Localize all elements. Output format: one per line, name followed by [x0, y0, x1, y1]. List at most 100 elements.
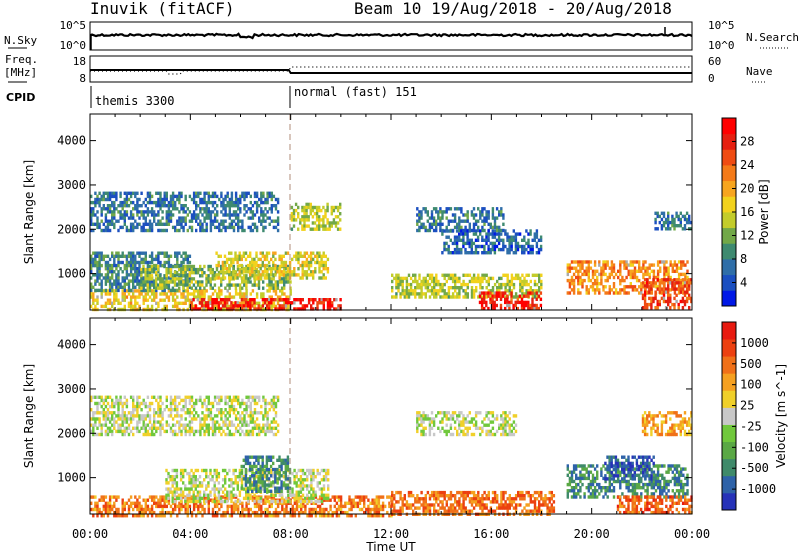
heatmap-cell [260, 510, 263, 515]
heatmap-cell [144, 298, 147, 302]
heatmap-cell [291, 495, 294, 499]
heatmap-cell [104, 228, 108, 233]
heatmap-cell [148, 277, 151, 281]
freq-trace [90, 69, 692, 74]
heatmap-cell [241, 510, 244, 515]
heatmap-cell [100, 219, 103, 223]
heatmap-cell [111, 495, 114, 499]
heatmap-cell [299, 301, 302, 305]
heatmap-cell [220, 228, 223, 233]
heatmap-cell [192, 490, 195, 494]
heatmap-cell [348, 498, 351, 502]
heatmap-cell [310, 475, 313, 479]
heatmap-cell [598, 282, 601, 286]
heatmap-cell [251, 487, 254, 491]
heatmap-cell [173, 475, 176, 479]
heatmap-cell [426, 228, 429, 233]
heatmap-cell [134, 219, 137, 223]
heatmap-cell [228, 267, 231, 271]
heatmap-cell [276, 228, 280, 233]
heatmap-cell [251, 260, 254, 265]
heatmap-cell [174, 204, 177, 208]
heatmap-cell [487, 229, 490, 233]
heatmap-cell [221, 499, 225, 504]
heatmap-cell [301, 307, 304, 311]
heatmap-cell [104, 273, 108, 277]
heatmap-cell [292, 224, 296, 228]
heatmap-cell [253, 280, 256, 284]
heatmap-cell [134, 501, 137, 505]
heatmap-cell [188, 254, 192, 258]
heatmap-cell [281, 292, 284, 296]
heatmap-cell [232, 264, 235, 269]
heatmap-cell [485, 232, 488, 236]
heatmap-cell [129, 263, 133, 268]
heatmap-cell [323, 514, 326, 518]
heatmap-cell [432, 222, 436, 226]
heatmap-cell [102, 197, 105, 202]
heatmap-cell [310, 307, 313, 311]
heatmap-cell [299, 499, 303, 504]
heatmap-cell [253, 194, 257, 199]
heatmap-cell [274, 204, 278, 208]
heatmap-cell [113, 504, 116, 509]
heatmap-cell [367, 504, 370, 509]
heatmap-cell [178, 219, 181, 223]
heatmap-cell [315, 224, 319, 228]
heatmap-cell [310, 468, 313, 473]
heatmap-cell [138, 270, 141, 274]
heatmap-cell [215, 475, 218, 479]
heatmap-cell [167, 289, 171, 293]
heatmap-cell [276, 286, 280, 290]
heatmap-cell [230, 263, 233, 268]
heatmap-cell [642, 275, 645, 280]
nsearch-tick-high: 10^5 [708, 19, 735, 32]
heatmap-cell [197, 507, 200, 512]
heatmap-cell [495, 297, 498, 301]
heatmap-cell [142, 295, 145, 299]
heatmap-cell [629, 285, 632, 289]
heatmap-cell [493, 251, 497, 255]
heatmap-cell [510, 289, 514, 293]
heatmap-cell [441, 273, 444, 277]
heatmap-cell [344, 510, 347, 515]
heatmap-cell [350, 507, 353, 512]
heatmap-cell [523, 244, 526, 249]
heatmap-cell [239, 197, 242, 202]
heatmap-cell [245, 295, 248, 299]
heatmap-cell [209, 301, 212, 305]
heatmap-cell [157, 504, 160, 509]
heatmap-cell [512, 295, 516, 299]
heatmap-cell [579, 275, 582, 280]
heatmap-cell [226, 495, 229, 499]
heatmap-cell [165, 510, 168, 515]
heatmap-cell [104, 191, 108, 195]
heatmap-cell [302, 504, 305, 509]
heatmap-cell [535, 306, 538, 311]
heatmap-cell [514, 303, 517, 308]
heatmap-cell [224, 495, 227, 499]
heatmap-cell [190, 487, 193, 491]
heatmap-cell [266, 301, 269, 305]
heatmap-cell [451, 229, 455, 233]
heatmap-cell [136, 222, 139, 226]
heatmap-cell [416, 207, 419, 211]
heatmap-cell [90, 254, 93, 258]
heatmap-cell [182, 490, 185, 494]
heatmap-cell [276, 283, 280, 287]
heatmap-cell [521, 244, 524, 249]
heatmap-cell [295, 254, 298, 258]
heatmap-cell [282, 307, 286, 311]
heatmap-cell [199, 286, 202, 290]
heatmap-cell [535, 289, 539, 293]
heatmap-cell [329, 507, 332, 512]
heatmap-cell [218, 507, 221, 512]
heatmap-cell [199, 501, 202, 505]
heatmap-cell [455, 229, 459, 233]
heatmap-cell [96, 404, 99, 409]
heatmap-cell [384, 504, 387, 509]
heatmap-cell [255, 207, 259, 211]
heatmap-cell [326, 221, 329, 225]
heatmap-cell [675, 266, 679, 270]
heatmap-cell [391, 279, 394, 284]
